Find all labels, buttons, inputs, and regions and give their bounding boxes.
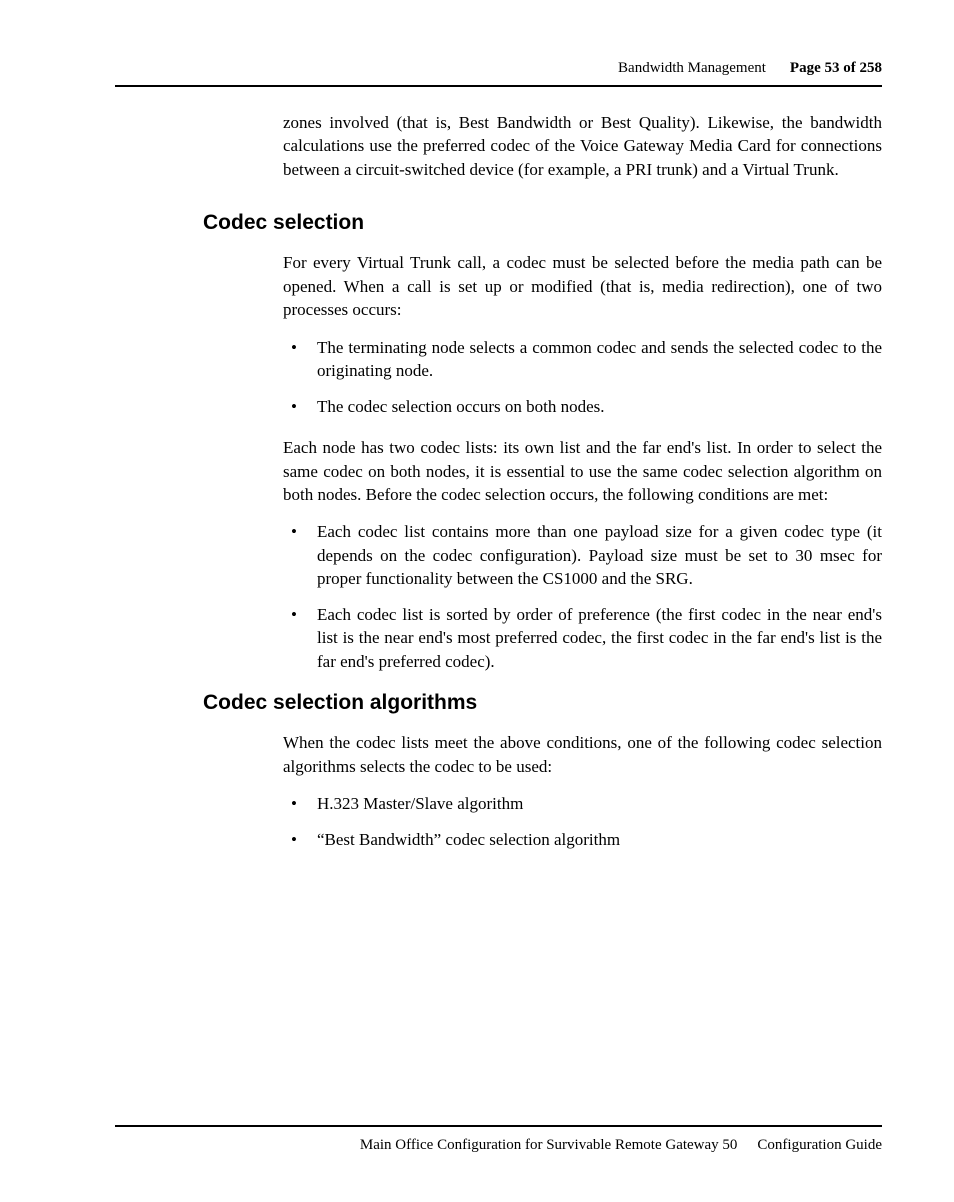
- content-block: zones involved (that is, Best Bandwidth …: [203, 111, 882, 851]
- list-item: “Best Bandwidth” codec selection algorit…: [283, 828, 882, 851]
- section2-p1: When the codec lists meet the above cond…: [283, 731, 882, 778]
- heading-codec-selection: Codec selection: [203, 211, 882, 235]
- list-item: Each codec list contains more than one p…: [283, 520, 882, 590]
- footer-doc-type: Configuration Guide: [757, 1137, 882, 1154]
- section1-list2: Each codec list contains more than one p…: [283, 520, 882, 673]
- section1-list1: The terminating node selects a common co…: [283, 336, 882, 418]
- page-header: Bandwidth Management Page 53 of 258: [115, 60, 882, 85]
- list-item: Each codec list is sorted by order of pr…: [283, 603, 882, 673]
- list-item: H.323 Master/Slave algorithm: [283, 792, 882, 815]
- intro-paragraph: zones involved (that is, Best Bandwidth …: [283, 111, 882, 181]
- header-section-title: Bandwidth Management: [618, 60, 766, 77]
- heading-codec-selection-algorithms: Codec selection algorithms: [203, 691, 882, 715]
- page: Bandwidth Management Page 53 of 258 zone…: [0, 0, 954, 1202]
- section2-list1: H.323 Master/Slave algorithm “Best Bandw…: [283, 792, 882, 851]
- list-item: The terminating node selects a common co…: [283, 336, 882, 383]
- header-rule: [115, 85, 882, 87]
- footer-line: Main Office Configuration for Survivable…: [115, 1137, 882, 1154]
- footer-rule: [115, 1125, 882, 1127]
- page-footer: Main Office Configuration for Survivable…: [115, 1125, 882, 1154]
- section1-p1: For every Virtual Trunk call, a codec mu…: [283, 251, 882, 321]
- list-item: The codec selection occurs on both nodes…: [283, 395, 882, 418]
- footer-doc-title: Main Office Configuration for Survivable…: [360, 1137, 738, 1154]
- header-page-number: Page 53 of 258: [790, 60, 882, 77]
- section1-p2: Each node has two codec lists: its own l…: [283, 436, 882, 506]
